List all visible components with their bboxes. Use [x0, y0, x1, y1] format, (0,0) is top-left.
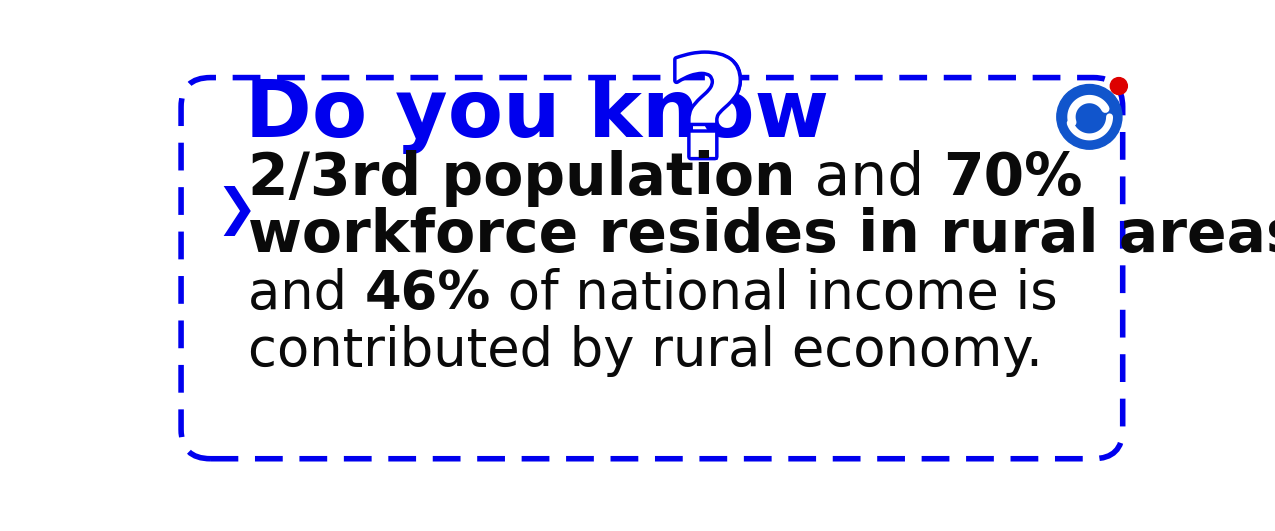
Text: ?: ? — [667, 49, 752, 191]
Text: 46%: 46% — [365, 268, 491, 320]
Text: and: and — [796, 150, 942, 207]
Text: ❯: ❯ — [215, 186, 258, 236]
Text: 2/3rd population: 2/3rd population — [249, 150, 796, 207]
Circle shape — [1057, 84, 1122, 149]
Text: ?: ? — [667, 49, 752, 191]
Circle shape — [1111, 78, 1127, 95]
Text: ?: ? — [667, 51, 747, 186]
Text: and: and — [249, 268, 365, 320]
Text: 70%: 70% — [942, 150, 1082, 207]
Text: of national income is: of national income is — [491, 268, 1057, 320]
Text: Do you know: Do you know — [245, 75, 829, 153]
Text: workforce resides in rural areas: workforce resides in rural areas — [249, 207, 1275, 264]
Text: contributed by rural economy.: contributed by rural economy. — [249, 325, 1043, 377]
FancyBboxPatch shape — [181, 78, 1123, 459]
